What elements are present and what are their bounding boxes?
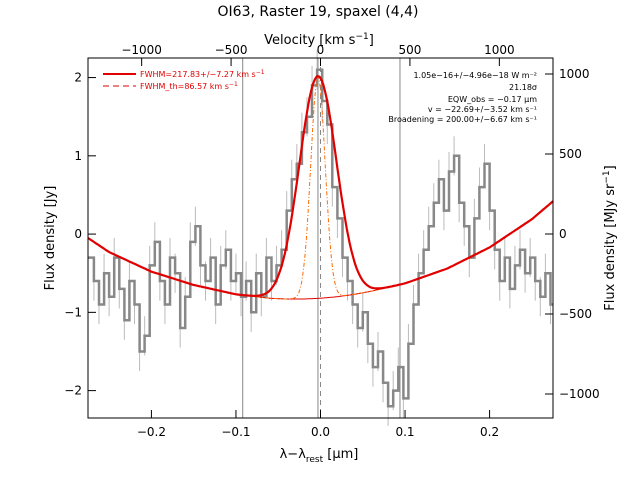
chart-title: OI63, Raster 19, spaxel (4,4) (218, 4, 419, 20)
right-tick-label: −500 (559, 307, 592, 321)
x-tick-label: −0.1 (221, 425, 250, 439)
annotation-sigma: 21.18σ (509, 83, 537, 92)
x-axis-label: λ−λrest [μm] (280, 447, 359, 465)
annotation-line-flux: 1.05e−16+/−4.96e−18 W m⁻² (413, 71, 537, 80)
y-tick-label: 2 (74, 71, 82, 85)
legend-label-fwhm-th: FWHM_th=86.57 km s−1 (140, 81, 238, 91)
y-tick-label: −2 (64, 384, 82, 398)
legend-label-fwhm: FWHM=217.83+/−7.27 km s−1 (140, 69, 265, 79)
y-tick-label: 0 (74, 227, 82, 241)
x-tick-label: 0.1 (395, 425, 414, 439)
y-tick-label: −1 (64, 305, 82, 319)
gaussian-fit-line (87, 75, 554, 297)
right-tick-label: −1000 (559, 387, 600, 401)
x-tick-label: 0.2 (480, 425, 499, 439)
x-tick-label: −0.2 (137, 425, 166, 439)
legend: FWHM=217.83+/−7.27 km s−1 FWHM_th=86.57 … (103, 69, 265, 91)
annotation-velocity: v = −22.69+/−3.52 km s⁻¹ (428, 105, 537, 114)
x-tick-label: 0.0 (311, 425, 330, 439)
top-tick-label: −1000 (121, 43, 162, 57)
axis-ticks: −0.2 −0.1 0.0 0.1 0.2 −2 −1 0 1 2 −1000 −500 0 500 100… (64, 43, 599, 439)
y-tick-label: 1 (74, 149, 82, 163)
top-tick-label: 1000 (484, 43, 515, 57)
right-tick-label: 500 (559, 147, 582, 161)
spectrum-series (88, 68, 553, 408)
right-tick-label: 0 (559, 227, 567, 241)
right-tick-label: 1000 (559, 67, 590, 81)
annotations: 1.05e−16+/−4.96e−18 W m⁻² 21.18σ EQW_obs… (388, 71, 537, 124)
right-axis-label: Flux density [MJy sr−1] (602, 165, 618, 310)
grid-lines (242, 58, 401, 418)
top-tick-label: 500 (398, 43, 421, 57)
y-axis-label: Flux density [Jy] (43, 186, 58, 291)
annotation-eqw: EQW_obs = −0.17 μm (448, 95, 537, 104)
top-tick-label: 0 (317, 43, 325, 57)
plot-content (87, 50, 554, 426)
top-axis-label: Velocity [km s−1] (264, 32, 374, 48)
top-tick-label: −500 (215, 43, 248, 57)
annotation-broadening: Broadening = 200.00+/−6.67 km s⁻¹ (388, 115, 537, 124)
